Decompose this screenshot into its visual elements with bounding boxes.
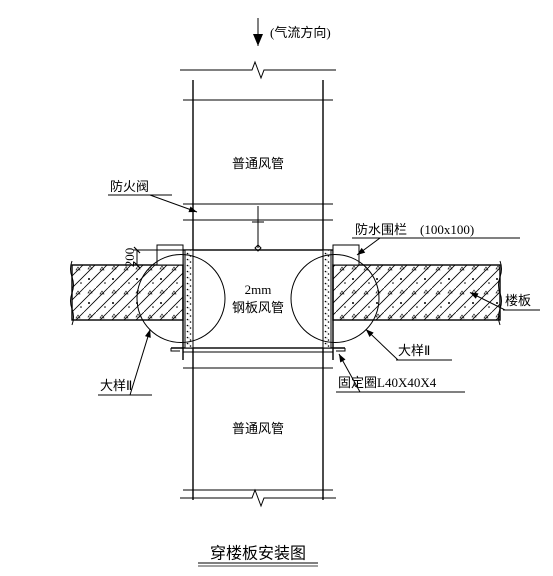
slab-left xyxy=(72,265,183,320)
label-detail-left: 大样Ⅱ xyxy=(100,378,132,393)
slab-right xyxy=(333,265,500,320)
label-sleeve-name: 钢板风管 xyxy=(232,300,284,315)
label-damper: 防火阀 xyxy=(110,179,149,194)
label-slab: 楼板 xyxy=(505,293,531,308)
drawing-title: 穿楼板安装图 xyxy=(210,545,306,563)
label-detail-right: 大样Ⅱ xyxy=(398,343,430,358)
floor-penetration-diagram: (气流方向)普通风管普通风管2mm钢板风管防火阀防水围栏(100x100)楼板大… xyxy=(0,0,553,576)
label-bottom-duct: 普通风管 xyxy=(232,421,284,436)
label-airflow: (气流方向) xyxy=(270,25,331,40)
label-sleeve-thk: 2mm xyxy=(245,282,272,297)
label-curb-size: (100x100) xyxy=(420,222,474,237)
label-curb: 防水围栏 xyxy=(355,222,407,237)
label-angle-ring: 固定圈L40X40X4 xyxy=(338,375,437,390)
label-top-duct: 普通风管 xyxy=(232,156,284,171)
dim-200: 200 xyxy=(122,248,137,268)
